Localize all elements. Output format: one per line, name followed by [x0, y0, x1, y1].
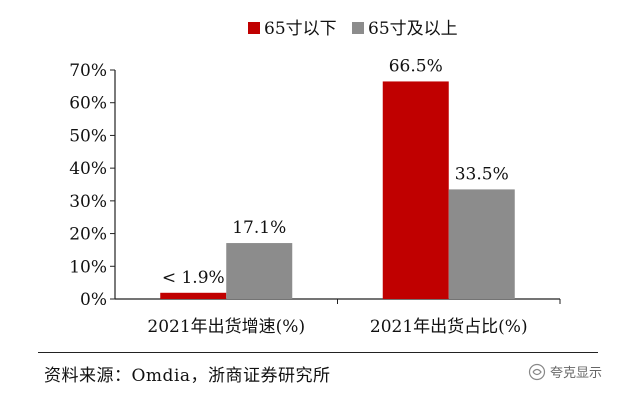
- y-tick-label: 30%: [69, 192, 107, 212]
- data-label: < 1.9%: [162, 268, 225, 288]
- data-label: 17.1%: [232, 218, 286, 238]
- y-tick-label: 20%: [69, 225, 107, 245]
- data-label: 33.5%: [455, 164, 509, 184]
- bar: [448, 189, 515, 299]
- x-tick-label: 2021年出货增速(%): [147, 317, 305, 337]
- y-tick-label: 40%: [69, 159, 107, 179]
- y-tick-label: 60%: [69, 94, 107, 114]
- bar: [226, 243, 293, 299]
- legend-label: 65寸及以上: [368, 19, 458, 39]
- source-divider: [38, 352, 598, 353]
- y-tick-label: 50%: [69, 126, 107, 146]
- bar: [382, 81, 449, 299]
- watermark: 夸克显示: [528, 362, 602, 381]
- wechat-logo-icon: [528, 363, 546, 380]
- legend-swatch: [248, 22, 260, 34]
- bar: [160, 292, 227, 299]
- bar-chart: 0% 10% 20% 30% 40% 50% 60% 70% < 1.9% 17.1% 2021年出…: [69, 19, 561, 337]
- watermark-text: 夸克显示: [550, 366, 603, 381]
- legend-label: 65寸以下: [264, 19, 337, 39]
- legend-swatch: [352, 22, 364, 34]
- data-label: 66.5%: [389, 56, 443, 76]
- x-tick-label: 2021年出货占比(%): [370, 317, 528, 337]
- y-tick-label: 10%: [69, 257, 107, 277]
- y-tick-label: 0%: [80, 290, 107, 310]
- y-tick-label: 70%: [69, 61, 107, 81]
- source-note: 资料来源：Omdia，浙商证券研究所: [44, 366, 331, 386]
